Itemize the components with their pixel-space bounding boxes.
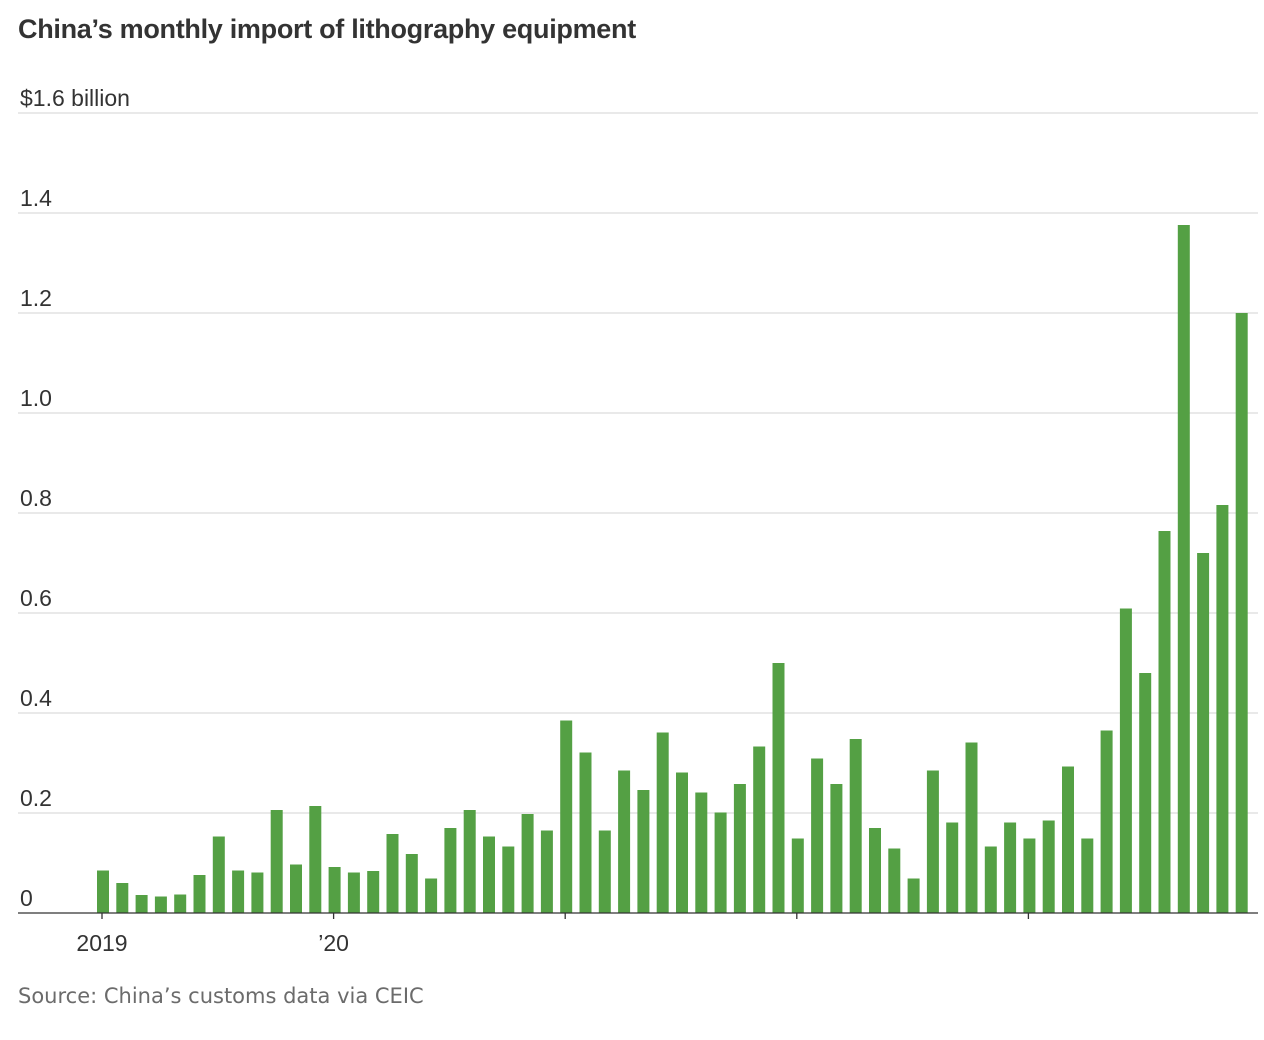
bar [251, 872, 264, 913]
bar [232, 870, 245, 913]
bar [521, 814, 534, 913]
bar [1139, 673, 1152, 913]
bar [174, 894, 187, 913]
bar [328, 867, 341, 913]
bar [212, 836, 225, 913]
bar [425, 878, 438, 913]
y-tick-label: 0 [20, 885, 33, 911]
bar [1100, 730, 1113, 913]
bar [193, 875, 206, 913]
bar [733, 784, 746, 913]
bar [926, 770, 939, 913]
bar [1081, 838, 1094, 913]
bar [270, 810, 283, 913]
bar [714, 812, 727, 913]
bar [637, 790, 650, 913]
bars [97, 225, 1248, 913]
y-tick-label: 0.2 [20, 785, 52, 811]
bar [1023, 838, 1036, 913]
bar [811, 758, 824, 913]
bar [1216, 505, 1229, 913]
y-tick-label: $1.6 billion [20, 85, 130, 111]
bar [946, 822, 959, 913]
bar [386, 834, 399, 913]
y-tick-label: 0.8 [20, 485, 52, 511]
bar [444, 828, 457, 913]
bar [97, 870, 109, 913]
bar [772, 663, 785, 913]
bar [1158, 531, 1171, 913]
bar [290, 864, 302, 913]
bar [753, 746, 766, 913]
x-axis: 2019 ’20 [18, 912, 1258, 956]
bar [907, 878, 920, 913]
bar [309, 806, 322, 913]
bar [154, 896, 167, 913]
bar [540, 830, 553, 913]
bar [676, 772, 688, 913]
bar [1177, 225, 1190, 913]
y-tick-label: 0.4 [20, 685, 52, 711]
bar [463, 810, 476, 913]
bar [405, 854, 418, 913]
bar [502, 846, 515, 913]
y-tick-label: 1.2 [20, 285, 52, 311]
bar [888, 848, 901, 913]
bar [618, 770, 631, 913]
bar [695, 792, 708, 913]
y-tick-label: 0.6 [20, 585, 52, 611]
bar [1119, 608, 1132, 913]
bar [1235, 313, 1248, 913]
bar [1042, 820, 1055, 913]
chart-title: China’s monthly import of lithography eq… [18, 14, 636, 44]
x-tick-label: ’20 [318, 930, 349, 956]
bar [116, 883, 129, 913]
bar [483, 836, 495, 913]
bar [598, 830, 611, 913]
bar [965, 742, 978, 913]
bar [367, 871, 380, 913]
bar [1004, 822, 1017, 913]
bar [984, 846, 997, 913]
bar [560, 720, 573, 913]
source-note: Source: China’s customs data via CEIC [18, 984, 424, 1008]
bar-chart: 0 0.2 0.4 0.6 0.8 1.0 1.2 1.4 $1.6 billion 2019 ’… [18, 85, 1258, 956]
bar [656, 732, 669, 913]
bar [830, 784, 843, 913]
bar [347, 872, 360, 913]
bar [579, 752, 592, 913]
bar [849, 739, 862, 913]
bar [1197, 553, 1210, 913]
y-tick-label: 1.0 [20, 385, 52, 411]
x-tick-label: 2019 [76, 930, 127, 956]
bar [791, 838, 804, 913]
bar [135, 895, 148, 913]
bar [1062, 766, 1074, 913]
bar [869, 828, 881, 913]
y-tick-label: 1.4 [20, 185, 52, 211]
